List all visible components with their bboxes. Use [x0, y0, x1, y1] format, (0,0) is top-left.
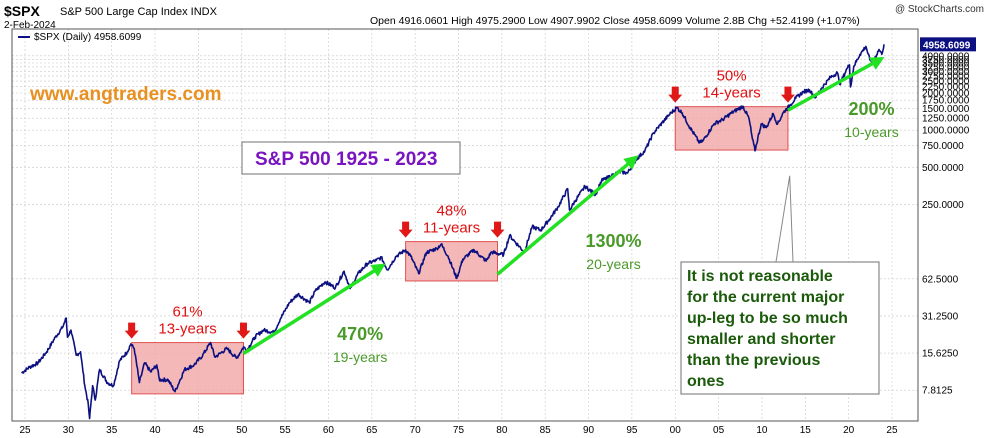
box-pct-label: 50% [717, 68, 747, 85]
y-tick-label: 31.2500 [922, 311, 959, 322]
annotation-labels: $SPX (Daily) 4958.6099 www.angtraders.com… [18, 32, 899, 395]
red-down-arrow [490, 221, 505, 238]
leg-duration-label: 10-years [844, 124, 898, 140]
x-tick-label: 50 [236, 425, 248, 436]
x-tick-label: 75 [453, 425, 465, 436]
plot-border [11, 28, 919, 422]
x-tick-label: 25 [19, 425, 31, 436]
grid-layer [12, 29, 918, 421]
quote-summary: Open 4916.0601 High 4975.2900 Low 4907.9… [370, 15, 860, 27]
chart-title: S&P 500 1925 - 2023 [255, 149, 437, 170]
y-tick-label: 15.6250 [922, 349, 959, 360]
copyright-text: @ StockCharts.com [894, 4, 984, 15]
y-tick-label: 4000.0000 [922, 51, 970, 62]
spx-price-line [21, 44, 885, 420]
y-tick-label: 1500.0000 [922, 104, 970, 115]
leg-duration-label: 19-years [333, 349, 387, 365]
box-pct-label: 61% [173, 304, 203, 321]
x-tick-label: 40 [149, 425, 161, 436]
x-tick-label: 15 [800, 425, 812, 436]
y-tick-label: 250.0000 [922, 200, 964, 211]
y-tick-label: 2500.0000 [922, 77, 970, 88]
x-tick-label: 05 [713, 425, 725, 436]
box-duration-label: 11-years [423, 220, 480, 237]
y-tick-label: 1000.0000 [922, 126, 970, 137]
red-down-arrow [236, 322, 251, 339]
y-tick-label: 2000.0000 [922, 88, 970, 99]
x-tick-label: 90 [583, 425, 595, 436]
y-tick-label: 2750.0000 [922, 71, 970, 82]
last-value-label: 4958.6099 [923, 40, 971, 51]
x-tick-label: 60 [323, 425, 335, 436]
last-value-tag [920, 37, 976, 52]
watermark-text: www.angtraders.com [29, 84, 221, 105]
x-tick-label: 35 [106, 425, 118, 436]
x-tick-label: 55 [280, 425, 292, 436]
x-tick-label: 20 [843, 425, 855, 436]
note-line: It is not reasonable [687, 268, 833, 285]
x-tick-label: 70 [410, 425, 422, 436]
x-tick-label: 95 [626, 425, 638, 436]
note-box [680, 261, 880, 395]
y-tick-label: 62.5000 [922, 274, 959, 285]
leg-duration-label: 20-years [586, 256, 640, 272]
title-box [241, 141, 461, 175]
leg-pct-label: 200% [848, 99, 894, 119]
x-tick-label: 65 [366, 425, 378, 436]
box-duration-label: 14-years [702, 85, 760, 102]
note-line: up-leg to be so much [687, 310, 848, 327]
up-leg-arrow [496, 155, 639, 276]
legend-label: $SPX (Daily) 4958.6099 [34, 32, 142, 43]
x-tick-label: 30 [63, 425, 75, 436]
y-tick-label: 3500.0000 [922, 58, 970, 69]
y-tick-label: 3000.0000 [922, 67, 970, 78]
red-down-arrow [668, 86, 683, 103]
x-tick-label: 10 [756, 425, 768, 436]
note-line: smaller and shorter [687, 331, 836, 348]
note-line: ones [687, 373, 724, 390]
symbol-title: $SPX [4, 3, 40, 19]
symbol-name: S&P 500 Large Cap Index INDX [60, 6, 217, 18]
consolidation-box [674, 106, 789, 151]
x-tick-label: 85 [540, 425, 552, 436]
axis-layer: 7.8125 15.6250 31.2500 62.5000 250.0000 500.0… [19, 37, 976, 436]
red-down-arrow [398, 221, 413, 238]
y-tick-label: 1250.0000 [922, 114, 970, 125]
quote-date: 2-Feb-2024 [4, 20, 56, 31]
y-tick-label: 500.0000 [922, 163, 964, 174]
y-tick-label: 7.8125 [922, 386, 953, 397]
up-leg-arrow [787, 56, 885, 112]
x-tick-label: 00 [670, 425, 682, 436]
note-line: for the current major [687, 289, 844, 306]
y-tick-label: 3750.0000 [922, 55, 970, 66]
y-tick-label: 1750.0000 [922, 96, 970, 107]
up-leg-arrow [242, 263, 386, 355]
leg-pct-label: 1300% [585, 231, 641, 251]
red-down-arrow [124, 322, 139, 339]
box-pct-label: 48% [437, 203, 467, 220]
price-layer [21, 44, 885, 420]
leg-pct-label: 470% [337, 324, 383, 344]
box-duration-label: 13-years [158, 321, 216, 338]
up-leg-arrows [242, 56, 885, 355]
y-tick-label: 3250.0000 [922, 62, 970, 73]
y-tick-label: 750.0000 [922, 141, 964, 152]
note-pointer [775, 175, 794, 263]
red-down-arrow [780, 86, 795, 103]
x-tick-label: 45 [193, 425, 205, 436]
x-tick-label: 80 [496, 425, 508, 436]
y-tick-label: 2250.0000 [922, 82, 970, 93]
x-tick-label: 25 [886, 425, 898, 436]
note-line: than the previous [687, 352, 820, 369]
plot-frame [11, 28, 919, 422]
consolidation-box [405, 241, 499, 282]
